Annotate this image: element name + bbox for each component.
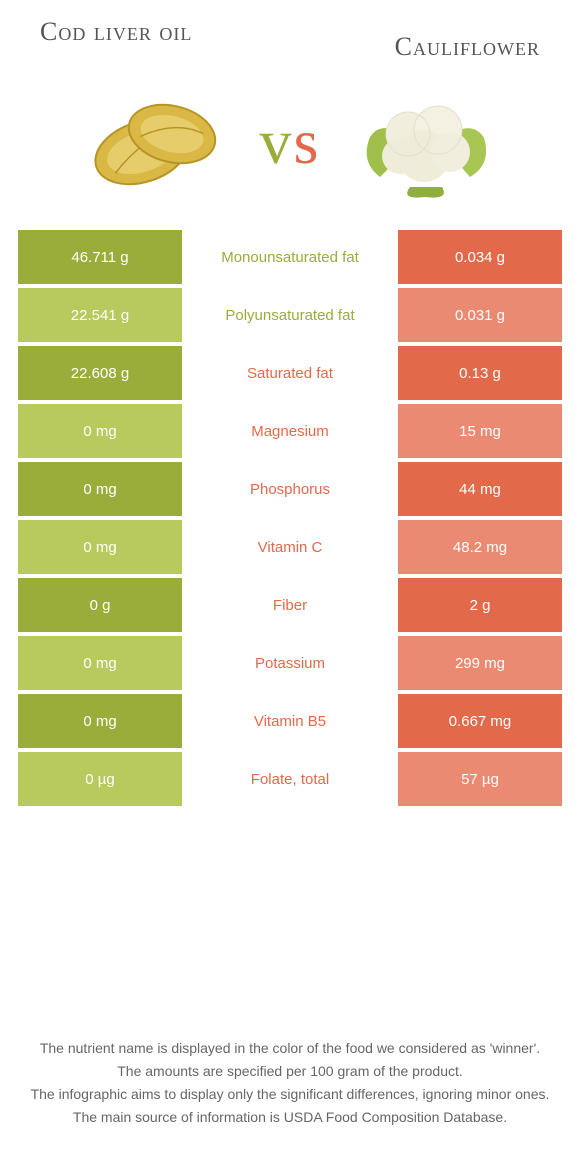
table-row: 0 mgPhosphorus44 mg [18, 462, 562, 516]
left-value: 0 mg [18, 520, 182, 574]
left-value: 0 µg [18, 752, 182, 806]
left-food-title: Cod liver oil [40, 18, 192, 47]
table-row: 0 gFiber2 g [18, 578, 562, 632]
nutrient-label: Phosphorus [182, 462, 398, 516]
nutrient-label: Monounsaturated fat [182, 230, 398, 284]
left-value: 46.711 g [18, 230, 182, 284]
right-value: 0.13 g [398, 346, 562, 400]
right-value: 299 mg [398, 636, 562, 690]
left-value: 0 mg [18, 636, 182, 690]
left-value: 0 mg [18, 462, 182, 516]
left-value: 22.608 g [18, 346, 182, 400]
table-row: 22.541 gPolyunsaturated fat0.031 g [18, 288, 562, 342]
left-value: 0 g [18, 578, 182, 632]
nutrient-label: Folate, total [182, 752, 398, 806]
table-row: 0 µgFolate, total57 µg [18, 752, 562, 806]
footer-line: The amounts are specified per 100 gram o… [28, 1061, 552, 1082]
right-food-title: Cauliflower [395, 32, 540, 62]
nutrient-table: 46.711 gMonounsaturated fat0.034 g22.541… [18, 230, 562, 806]
vs-v: v [260, 106, 294, 177]
table-row: 0 mgVitamin C48.2 mg [18, 520, 562, 574]
right-value: 2 g [398, 578, 562, 632]
nutrient-label: Fiber [182, 578, 398, 632]
table-row: 0 mgMagnesium15 mg [18, 404, 562, 458]
table-row: 46.711 gMonounsaturated fat0.034 g [18, 230, 562, 284]
nutrient-label: Polyunsaturated fat [182, 288, 398, 342]
vs-s: s [294, 106, 321, 177]
vs-row: vs [0, 82, 580, 202]
right-value: 0.034 g [398, 230, 562, 284]
left-value: 0 mg [18, 694, 182, 748]
right-value: 0.031 g [398, 288, 562, 342]
right-value: 48.2 mg [398, 520, 562, 574]
right-value: 44 mg [398, 462, 562, 516]
right-value: 15 mg [398, 404, 562, 458]
right-value: 0.667 mg [398, 694, 562, 748]
table-row: 0 mgVitamin B50.667 mg [18, 694, 562, 748]
header: Cod liver oil Cauliflower [0, 0, 580, 62]
nutrient-label: Potassium [182, 636, 398, 690]
right-value: 57 µg [398, 752, 562, 806]
left-value: 0 mg [18, 404, 182, 458]
footer-notes: The nutrient name is displayed in the co… [0, 1038, 580, 1130]
footer-line: The nutrient name is displayed in the co… [28, 1038, 552, 1059]
left-value: 22.541 g [18, 288, 182, 342]
right-food-image [350, 82, 500, 202]
table-row: 22.608 gSaturated fat0.13 g [18, 346, 562, 400]
nutrient-label: Magnesium [182, 404, 398, 458]
nutrient-label: Vitamin B5 [182, 694, 398, 748]
left-food-image [80, 82, 230, 202]
nutrient-label: Vitamin C [182, 520, 398, 574]
footer-line: The main source of information is USDA F… [28, 1107, 552, 1128]
table-row: 0 mgPotassium299 mg [18, 636, 562, 690]
footer-line: The infographic aims to display only the… [28, 1084, 552, 1105]
vs-label: vs [260, 105, 321, 179]
nutrient-label: Saturated fat [182, 346, 398, 400]
